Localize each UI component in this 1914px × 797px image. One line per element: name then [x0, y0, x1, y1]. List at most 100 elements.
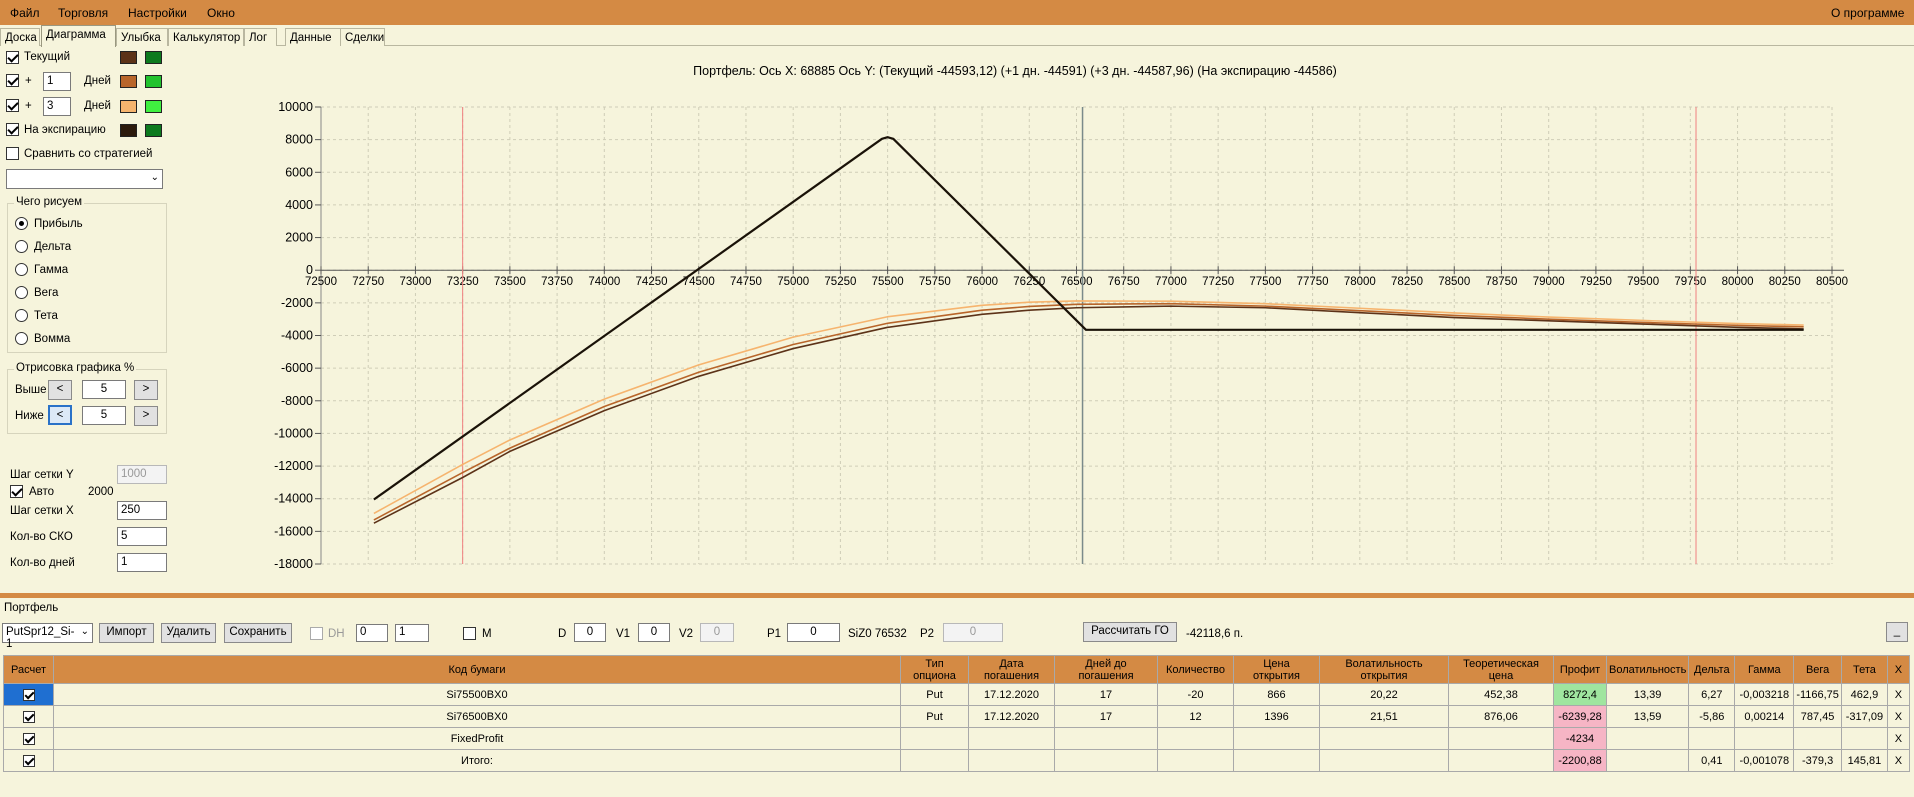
v1-input[interactable]: 0 — [638, 623, 670, 642]
menu-trade[interactable]: Торговля — [58, 6, 109, 20]
plus3-color-swatch-2[interactable] — [145, 100, 162, 113]
p2-input[interactable]: 0 — [943, 623, 1003, 642]
ndays-input[interactable]: 1 — [117, 553, 167, 572]
grid-y-input[interactable]: 1000 — [117, 465, 167, 484]
current-color-swatch[interactable] — [120, 51, 137, 64]
remove-row-button[interactable]: X — [1886, 683, 1910, 706]
plus3-days-input[interactable]: 3 — [43, 97, 71, 116]
dh-checkbox[interactable] — [310, 627, 323, 640]
remove-row-button[interactable]: X — [1886, 705, 1910, 728]
col-gamma[interactable]: Гамма — [1734, 655, 1795, 684]
col-code[interactable]: Код бумаги — [53, 655, 901, 684]
col-profit[interactable]: Профит — [1553, 655, 1607, 684]
col-calc[interactable]: Расчет — [3, 655, 54, 684]
calc-checkbox[interactable] — [22, 754, 35, 767]
calc-checkbox[interactable] — [22, 732, 35, 745]
table-cell — [1840, 727, 1888, 750]
plus1-days-input[interactable]: 1 — [43, 72, 71, 91]
calc-checkbox-cell[interactable] — [3, 705, 54, 728]
calc-checkbox-cell[interactable] — [3, 749, 54, 772]
tab-data[interactable]: Данные — [285, 28, 341, 46]
col-vega[interactable]: Вега — [1793, 655, 1842, 684]
radio-vomma[interactable] — [15, 332, 28, 345]
calc-checkbox[interactable] — [22, 688, 35, 701]
col-expiry[interactable]: Дата погашения — [968, 655, 1055, 684]
siz-price: SiZ0 76532 — [848, 628, 907, 640]
expiry-color-swatch[interactable] — [120, 124, 137, 137]
col-vol[interactable]: Волатильность — [1605, 655, 1690, 684]
dh-stepper-2[interactable]: 1 — [395, 624, 429, 642]
table-row[interactable]: FixedProfit -4234 X — [3, 727, 1910, 750]
expiry-color-swatch-2[interactable] — [145, 124, 162, 137]
calc-checkbox[interactable] — [22, 710, 35, 723]
above-decrease-button[interactable]: < — [48, 380, 72, 400]
minimize-button[interactable]: _ — [1886, 622, 1908, 642]
radio-gamma[interactable] — [15, 263, 28, 276]
plus3-color-swatch[interactable] — [120, 100, 137, 113]
plus3-checkbox[interactable] — [6, 99, 19, 112]
strategy-select[interactable]: ⌄ — [6, 169, 163, 189]
m-checkbox[interactable] — [463, 627, 476, 640]
col-theta[interactable]: Тета — [1840, 655, 1888, 684]
radio-profit[interactable] — [15, 217, 28, 230]
table-row[interactable]: Si76500BX0 Put 17.12.2020 17 12 1396 21,51 876,… — [3, 705, 1910, 728]
plus1-checkbox[interactable] — [6, 74, 19, 87]
above-input[interactable]: 5 — [82, 380, 126, 399]
plus1-color-swatch[interactable] — [120, 75, 137, 88]
menu-file[interactable]: Файл — [10, 6, 40, 20]
import-button[interactable]: Импорт — [99, 623, 154, 643]
remove-row-button[interactable]: X — [1886, 727, 1910, 750]
remove-row-button[interactable]: X — [1886, 749, 1910, 772]
payoff-chart[interactable]: 10000 8000 6000 4000 2000 0 -2000 -4000 -6000 -80… — [0, 0, 1914, 593]
table-cell: 21,51 — [1319, 705, 1449, 728]
col-qty[interactable]: Количество — [1157, 655, 1234, 684]
current-color-swatch-2[interactable] — [145, 51, 162, 64]
below-increase-button[interactable]: > — [134, 406, 158, 426]
tab-smile[interactable]: Улыбка — [116, 28, 168, 46]
tab-diagram[interactable]: Диаграмма — [41, 25, 116, 47]
below-decrease-button[interactable]: < — [48, 405, 72, 425]
tab-calculator[interactable]: Калькулятор — [168, 28, 244, 46]
col-open-price[interactable]: Цена открытия — [1233, 655, 1320, 684]
menu-settings[interactable]: Настройки — [128, 6, 187, 20]
current-checkbox[interactable] — [6, 51, 19, 64]
x-tick-label: 80500 — [1816, 276, 1848, 288]
tab-log[interactable]: Лог — [244, 28, 277, 46]
col-delta[interactable]: Дельта — [1688, 655, 1736, 684]
tab-deals[interactable]: Сделки — [340, 28, 385, 46]
below-input[interactable]: 5 — [82, 406, 126, 425]
v2-input[interactable]: 0 — [700, 623, 734, 642]
radio-theta[interactable] — [15, 309, 28, 322]
table-cell — [1319, 749, 1449, 772]
delete-button[interactable]: Удалить — [161, 623, 216, 643]
auto-checkbox[interactable] — [10, 485, 23, 498]
menu-window[interactable]: Окно — [207, 6, 235, 20]
calc-go-button[interactable]: Рассчитать ГО — [1083, 622, 1177, 642]
radio-delta[interactable] — [15, 240, 28, 253]
dh-stepper-1[interactable]: 0 — [356, 624, 388, 642]
save-button[interactable]: Сохранить — [224, 623, 292, 643]
col-open-vol[interactable]: Волатильность открытия — [1319, 655, 1449, 684]
col-theo-price[interactable]: Теоретическая цена — [1448, 655, 1554, 684]
compare-checkbox[interactable] — [6, 147, 19, 160]
calc-checkbox-cell[interactable] — [3, 683, 54, 706]
grid-x-input[interactable]: 250 — [117, 501, 167, 520]
p1-input[interactable]: 0 — [787, 623, 840, 642]
sko-input[interactable]: 5 — [117, 527, 167, 546]
calc-checkbox-cell[interactable] — [3, 727, 54, 750]
col-x[interactable]: Х — [1886, 655, 1910, 684]
table-row[interactable]: Итого: -2200,88 0,41 -0,001078 -379,3 145,81 X — [3, 749, 1910, 772]
tab-board[interactable]: Доска — [0, 28, 40, 46]
x-tick-label: 77500 — [1249, 276, 1281, 288]
expiry-checkbox[interactable] — [6, 123, 19, 136]
table-row[interactable]: Si75500BX0 Put 17.12.2020 17 -20 866 20,22 452,… — [3, 683, 1910, 706]
radio-vega[interactable] — [15, 286, 28, 299]
splitter[interactable] — [0, 593, 1914, 598]
col-days[interactable]: Дней до погашения — [1054, 655, 1158, 684]
menu-about[interactable]: О программе — [1831, 6, 1905, 20]
col-type[interactable]: Тип опциона — [900, 655, 969, 684]
portfolio-select[interactable]: PutSpr12_Si-1 ⌄ — [2, 623, 93, 650]
plus1-color-swatch-2[interactable] — [145, 75, 162, 88]
d-input[interactable]: 0 — [574, 623, 606, 642]
above-increase-button[interactable]: > — [134, 380, 158, 400]
